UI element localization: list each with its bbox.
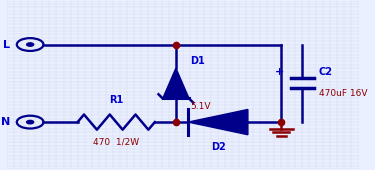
Text: L: L: [3, 40, 10, 49]
Text: N: N: [1, 117, 10, 127]
Circle shape: [27, 43, 34, 46]
Text: 470  1/2W: 470 1/2W: [93, 137, 139, 146]
Text: 470uF 16V: 470uF 16V: [319, 89, 368, 98]
Text: C2: C2: [319, 67, 333, 76]
Circle shape: [27, 120, 34, 124]
Polygon shape: [163, 68, 189, 98]
Text: D1: D1: [190, 56, 205, 66]
Text: 5.1V: 5.1V: [190, 102, 210, 111]
Text: R1: R1: [109, 95, 123, 105]
Text: D2: D2: [211, 142, 225, 152]
Polygon shape: [188, 109, 248, 135]
Text: +: +: [274, 67, 284, 76]
